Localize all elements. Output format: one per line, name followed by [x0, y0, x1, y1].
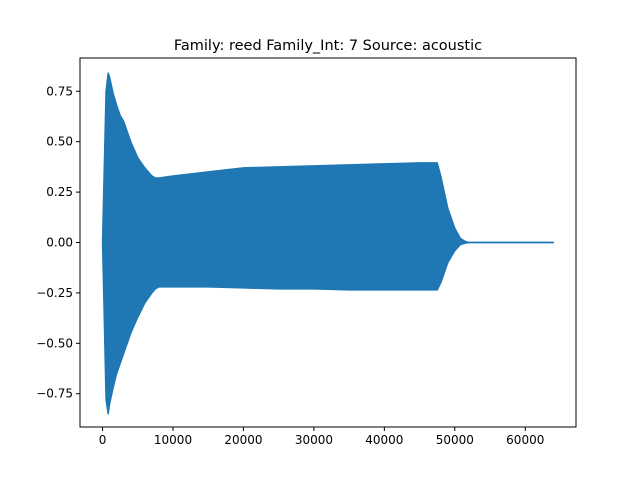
x-tick-label: 20000 — [224, 433, 262, 447]
x-axis: 0 10000 20000 30000 40000 50000 60000 — [99, 427, 544, 447]
y-tick-label: −0.25 — [36, 286, 73, 300]
y-axis: 0.75 0.50 0.25 0.00 −0.25 −0.50 −0.75 — [36, 84, 80, 401]
waveform-series — [101, 72, 555, 415]
y-tick-label: 0.00 — [46, 236, 73, 250]
x-tick-label: 30000 — [295, 433, 333, 447]
x-tick-label: 0 — [99, 433, 107, 447]
x-tick-label: 40000 — [365, 433, 403, 447]
plot-area — [101, 72, 555, 415]
y-tick-label: −0.75 — [36, 387, 73, 401]
y-tick-label: 0.75 — [46, 84, 73, 98]
x-tick-label: 60000 — [506, 433, 544, 447]
chart-title: Family: reed Family_Int: 7 Source: acous… — [174, 38, 482, 54]
x-tick-label: 50000 — [436, 433, 474, 447]
y-tick-label: 0.25 — [46, 185, 73, 199]
y-tick-label: −0.50 — [36, 336, 73, 350]
y-tick-label: 0.50 — [46, 135, 73, 149]
x-tick-label: 10000 — [154, 433, 192, 447]
